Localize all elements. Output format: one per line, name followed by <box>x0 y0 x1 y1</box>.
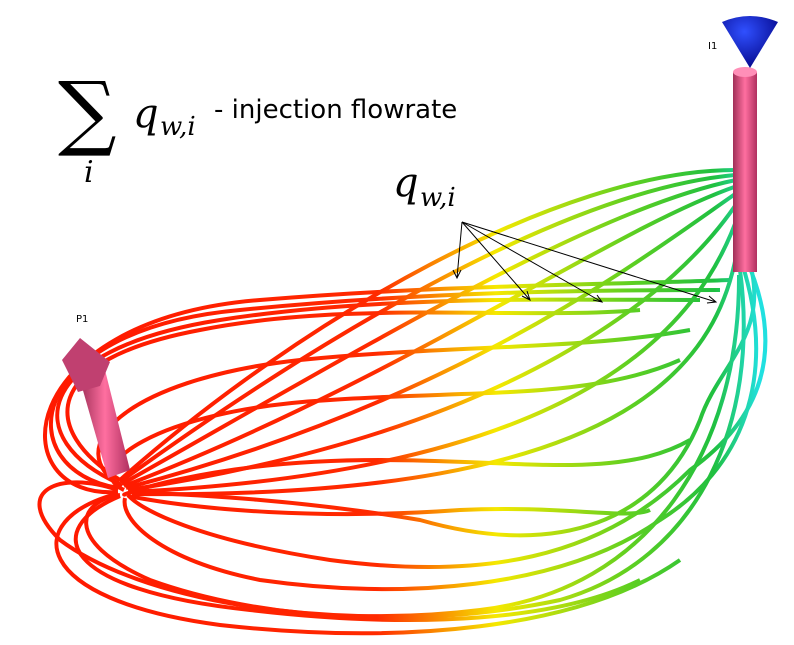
arrows <box>452 221 718 304</box>
well-head <box>62 338 110 392</box>
sum-index: i <box>84 155 94 190</box>
sum-sign: ∑ <box>58 65 117 160</box>
well-pipe <box>733 72 757 272</box>
producer-well: P1 <box>62 314 130 478</box>
well-label: I1 <box>708 41 717 52</box>
streamlines <box>37 168 768 636</box>
well-label: P1 <box>76 314 88 325</box>
annotation: q w,i <box>393 160 718 304</box>
flow-symbol: q <box>393 160 419 206</box>
flow-symbol: q <box>133 91 159 137</box>
flow-subscript: w,i <box>420 183 456 213</box>
formula: ∑ i q w,i - injection flowrate <box>58 65 457 190</box>
well-cone <box>722 16 778 68</box>
well-pipe <box>80 370 130 478</box>
well-cap <box>733 67 757 77</box>
injector-well: I1 <box>708 16 778 272</box>
flow-subscript: w,i <box>160 112 196 142</box>
formula-description: - injection flowrate <box>214 95 457 125</box>
